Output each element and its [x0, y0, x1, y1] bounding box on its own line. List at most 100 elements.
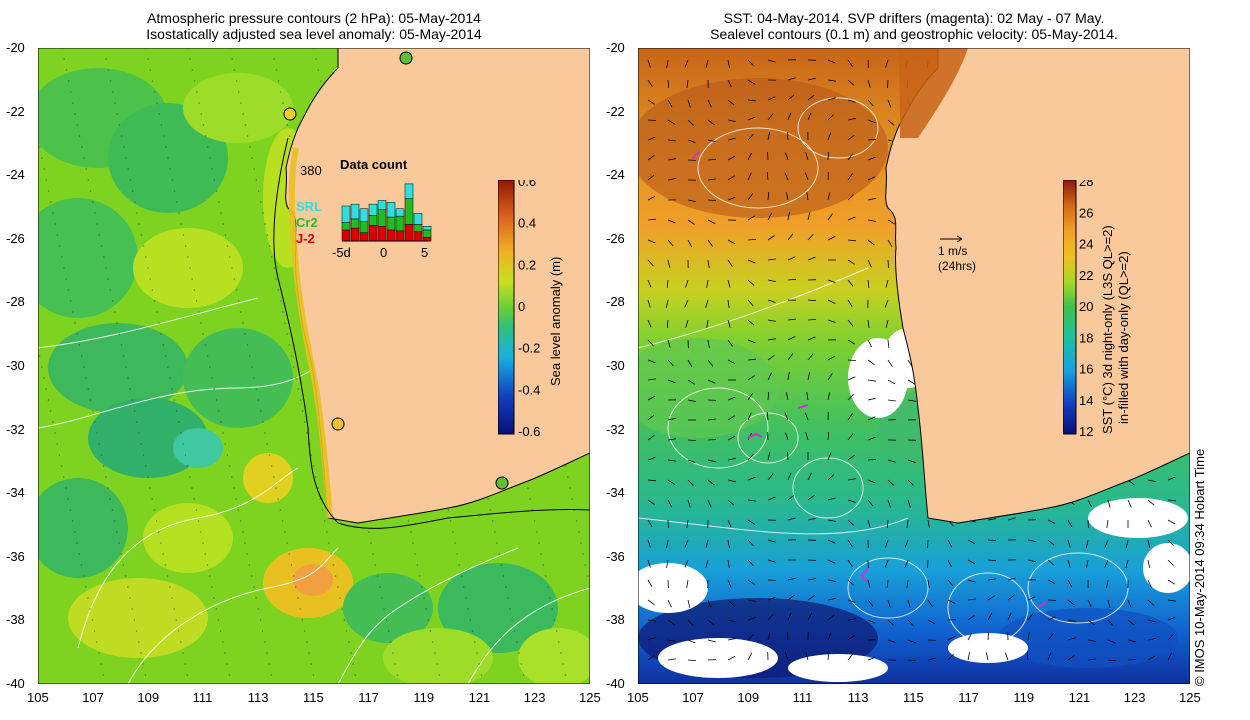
velocity-arrow: [887, 79, 889, 89]
altimeter-track-dot: [47, 190, 50, 192]
velocity-arrow: [727, 59, 730, 68]
altimeter-track-dot: [423, 597, 425, 599]
altimeter-track-dot: [288, 135, 291, 137]
altimeter-track-dot: [124, 575, 127, 577]
altimeter-track-dot: [255, 597, 257, 599]
shelf-break-contour: [273, 137, 590, 529]
altimeter-track-dot: [262, 212, 264, 214]
altimeter-track-dot: [491, 520, 494, 522]
velocity-arrow: [1147, 579, 1152, 588]
velocity-arrow: [867, 197, 876, 201]
inset-bar-cryosat2: [359, 221, 369, 233]
velocity-arrow: [987, 612, 993, 621]
altimeter-track-dot: [38, 355, 41, 357]
altimeter-track-dot: [323, 520, 326, 522]
altimeter-track-dot: [133, 619, 136, 621]
scale-arrow-label: 1 m/s: [938, 244, 967, 258]
velocity-arrow: [907, 479, 914, 486]
velocity-arrow: [727, 655, 736, 661]
altimeter-track-dot: [41, 366, 43, 368]
altimeter-track-dot: [567, 476, 569, 478]
velocity-arrow: [827, 597, 836, 601]
velocity-arrow: [805, 152, 809, 161]
velocity-arrow: [647, 59, 651, 68]
velocity-arrow: [1067, 519, 1073, 528]
velocity-arrow: [884, 299, 889, 308]
altimeter-track-dot: [131, 190, 134, 192]
altimeter-track-dot: [131, 399, 134, 401]
velocity-arrow: [807, 518, 816, 521]
velocity-arrow: [887, 239, 893, 248]
altimeter-track-dot: [467, 608, 470, 610]
velocity-arrow: [667, 639, 676, 642]
altimeter-track-dot: [282, 311, 284, 313]
altimeter-track-dot: [460, 575, 463, 577]
velocity-arrow: [667, 239, 674, 247]
altimeter-track-dot: [67, 289, 70, 291]
altimeter-track-dot: [85, 168, 87, 170]
velocity-arrow: [787, 212, 790, 221]
velocity-arrow: [687, 399, 696, 402]
altimeter-track-dot: [178, 212, 180, 214]
y-tick-label: -32: [6, 421, 25, 437]
velocity-arrow: [747, 172, 752, 181]
altimeter-track-dot: [149, 69, 152, 71]
inset-bar-jason2: [377, 226, 387, 242]
altimeter-track-dot: [429, 630, 432, 632]
altimeter-track-dot: [253, 168, 255, 170]
velocity-arrow: [747, 319, 755, 326]
velocity-arrow: [1167, 499, 1177, 502]
altimeter-track-dot: [293, 366, 295, 368]
colorbar-tick-label: 0.2: [518, 257, 536, 272]
x-tick-label: 113: [247, 690, 269, 705]
velocity-arrow: [647, 559, 651, 568]
velocity-arrow: [867, 416, 876, 421]
y-tick-label: -36: [6, 548, 25, 564]
altimeter-track-dot: [266, 234, 269, 236]
altimeter-track-dot: [438, 674, 441, 676]
velocity-arrow: [907, 639, 916, 644]
velocity-arrow: [1067, 619, 1076, 622]
altimeter-track-dot: [56, 234, 59, 236]
velocity-arrow: [847, 259, 855, 265]
altimeter-track-dot: [74, 531, 76, 533]
velocity-arrow: [1087, 639, 1096, 642]
velocity-arrow: [684, 299, 689, 308]
colorbar-tick-label: 0.6: [518, 180, 536, 189]
y-tick-label: -20: [6, 40, 25, 55]
altimeter-track-dot: [257, 399, 260, 401]
altimeter-track-dot: [184, 245, 187, 247]
altimeter-track-dot: [74, 322, 76, 324]
altimeter-track-dot: [187, 256, 189, 258]
altimeter-track-dot: [182, 652, 184, 654]
altimeter-track-dot: [98, 443, 100, 445]
velocity-arrow: [727, 259, 733, 267]
altimeter-track-dot: [189, 58, 191, 60]
velocity-arrow: [1147, 479, 1156, 482]
velocity-arrow: [1167, 616, 1176, 621]
velocity-arrow: [867, 599, 874, 607]
altimeter-track-dot: [113, 520, 116, 522]
altimeter-track-dot: [162, 135, 165, 137]
altimeter-track-dot: [235, 498, 237, 500]
altimeter-track-dot: [478, 663, 481, 665]
velocity-arrow: [887, 99, 892, 108]
altimeter-track-dot: [533, 520, 536, 522]
altimeter-track-dot: [177, 630, 180, 632]
altimeter-track-dot: [262, 421, 264, 423]
velocity-arrow: [687, 459, 696, 464]
y-tick-label: -22: [6, 103, 25, 119]
velocity-arrow: [867, 119, 876, 124]
colorbar-tick-label: 24: [1079, 237, 1093, 252]
velocity-arrow: [827, 614, 835, 621]
altimeter-track-dot: [111, 509, 114, 511]
velocity-arrow: [684, 539, 689, 548]
velocity-arrow: [847, 359, 857, 361]
inset-bar-saral: [386, 202, 396, 218]
velocity-arrow: [867, 479, 876, 484]
altimeter-track-dot: [109, 289, 112, 291]
velocity-arrow: [787, 256, 796, 261]
altimeter-track-dot: [218, 201, 220, 203]
altimeter-track-dot: [166, 575, 169, 577]
colorbar-tick-label: 22: [1079, 268, 1093, 283]
